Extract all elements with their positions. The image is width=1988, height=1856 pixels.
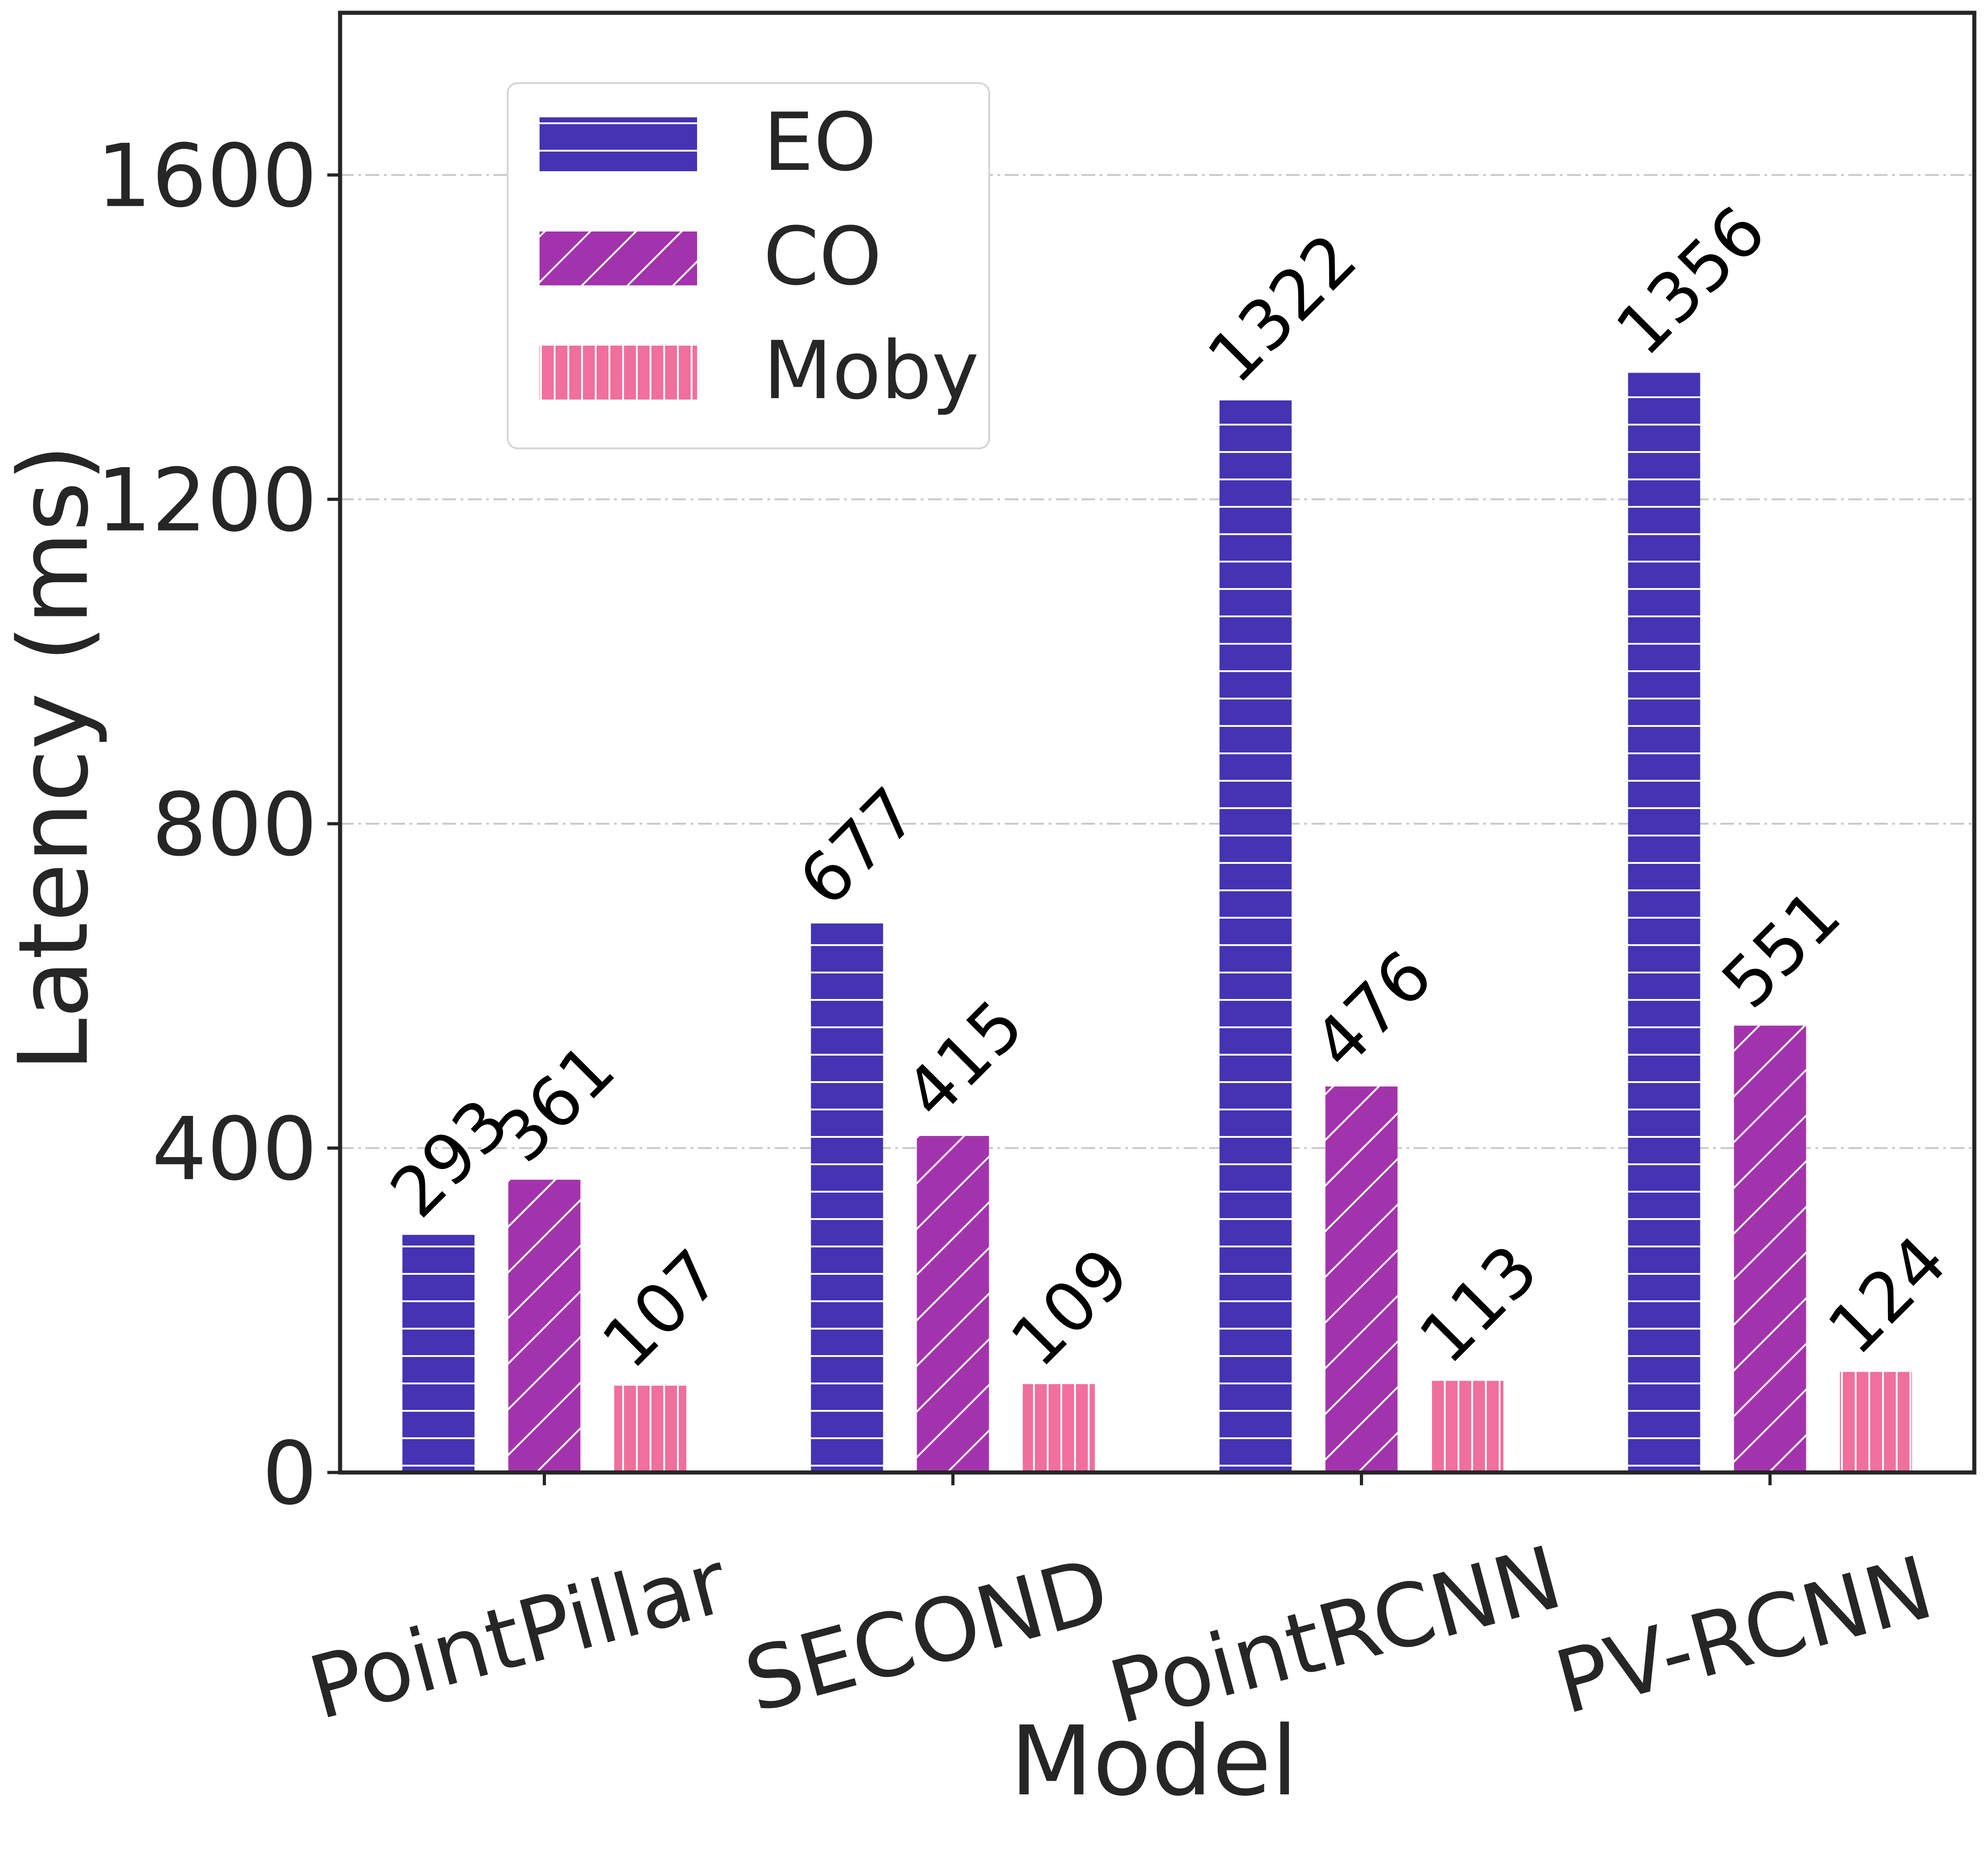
- value-label: 109: [996, 1233, 1144, 1382]
- y-tick-label: 400: [152, 1099, 317, 1200]
- bar-hatch: [1628, 373, 1700, 1473]
- bar-hatch: [811, 923, 883, 1472]
- legend-label-moby: Moby: [763, 325, 979, 417]
- bar-hatch: [1840, 1372, 1912, 1472]
- plot-frame: [338, 11, 1977, 1475]
- bar-hatch: [1734, 1025, 1806, 1472]
- x-tick-label: SECOND: [735, 1539, 1119, 1732]
- legend-swatch-hatch: [540, 117, 697, 171]
- value-label: 1356: [1601, 191, 1781, 371]
- value-label: 107: [587, 1235, 736, 1383]
- x-axis-title: Model: [1010, 1705, 1298, 1817]
- y-tick-label: 1600: [96, 126, 317, 226]
- bar-hatch: [508, 1179, 581, 1472]
- legend: EO CO Moby: [507, 82, 990, 449]
- bar-hatch: [1325, 1086, 1398, 1472]
- legend-swatch-hatch: [540, 346, 697, 400]
- y-tick-label: 1200: [96, 450, 317, 551]
- value-label: 124: [1813, 1221, 1962, 1370]
- grid-lines: [340, 174, 1974, 1149]
- bar-hatch: [1219, 400, 1292, 1472]
- y-tick-label: 0: [262, 1423, 317, 1524]
- value-label: 1322: [1193, 219, 1372, 398]
- x-tick-label: PV-RCNN: [1546, 1537, 1943, 1734]
- legend-label-co: CO: [763, 210, 882, 303]
- y-axis-title: Latency (ms): [0, 444, 110, 1072]
- bar-hatch: [402, 1235, 475, 1472]
- x-tick-label: PointPillar: [299, 1531, 738, 1740]
- value-label: 113: [1405, 1230, 1553, 1378]
- legend-swatch-hatch: [540, 231, 697, 285]
- bar-hatch: [917, 1136, 989, 1472]
- value-label: 551: [1707, 875, 1856, 1023]
- value-label: 476: [1299, 936, 1447, 1084]
- value-label: 415: [890, 985, 1039, 1134]
- bar-hatch: [1431, 1381, 1504, 1472]
- bars: [402, 373, 1912, 1473]
- value-label: 677: [784, 773, 933, 921]
- y-tick-label: 800: [152, 774, 317, 875]
- legend-label-eo: EO: [763, 96, 876, 189]
- bar-hatch: [1023, 1384, 1095, 1472]
- bar-hatch: [614, 1385, 687, 1472]
